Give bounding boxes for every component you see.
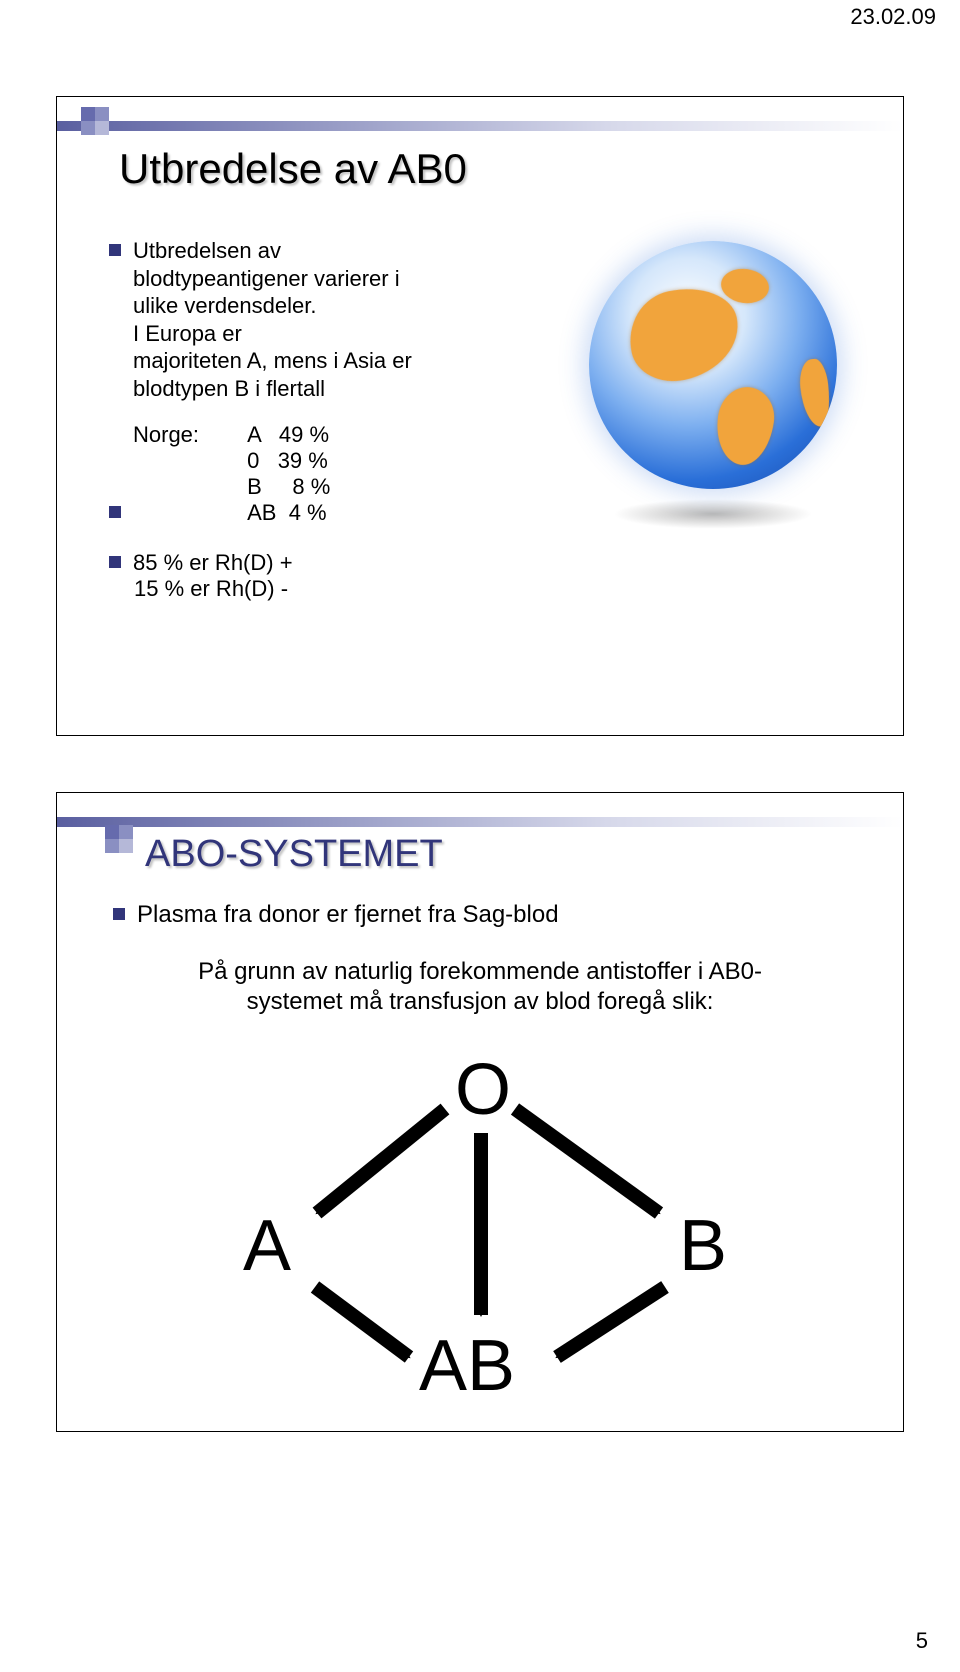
slide-title: ABO-SYSTEMET: [145, 833, 443, 876]
header-gradient: [57, 121, 903, 131]
norway-label: Norge:: [133, 422, 241, 448]
globe-shadow: [613, 499, 813, 529]
slide-title: Utbredelse av AB0: [119, 145, 467, 193]
bullet-icon: [109, 556, 121, 568]
value-row: 0 39 %: [247, 448, 330, 474]
diagram-arrows: [57, 1053, 905, 1413]
paragraph: På grunn av naturlig forekommende antist…: [57, 957, 903, 1017]
text-line: 15 % er Rh(D) -: [134, 576, 288, 601]
globe-icon: [589, 241, 837, 489]
bullet-block-3: 85 % er Rh(D) + 15 % er Rh(D) -: [109, 550, 873, 602]
text-line: Plasma fra donor er fjernet fra Sag-blod: [137, 901, 559, 928]
text-line: 85 % er Rh(D) +: [133, 550, 293, 575]
slide-header: Utbredelse av AB0: [57, 97, 903, 225]
text-line: Utbredelsen av: [133, 238, 281, 263]
bullet-block-1: Utbredelsen av blodtypeantigener variere…: [109, 237, 529, 402]
blood-type-values: A 49 % 0 39 % B 8 % AB 4 %: [247, 422, 330, 526]
header-gradient: [57, 817, 903, 827]
header-corner-icon: [105, 825, 133, 853]
slide-body: Utbredelsen av blodtypeantigener variere…: [109, 237, 873, 715]
header-date: 23.02.09: [850, 4, 936, 30]
text-line: blodtypen B i flertall: [133, 376, 325, 401]
slide-1: Utbredelse av AB0 Utbredelsen av blodtyp…: [56, 96, 904, 736]
text-line: ulike verdensdeler.: [133, 293, 316, 318]
bullet-icon: [109, 506, 121, 518]
header-corner-icon: [81, 107, 109, 135]
text-line: På grunn av naturlig forekommende antist…: [57, 957, 903, 987]
abo-diagram: O A B AB: [57, 1053, 903, 1413]
value-row: AB 4 %: [247, 500, 330, 526]
value-row: B 8 %: [247, 474, 330, 500]
page-number: 5: [916, 1628, 928, 1654]
bullet-icon: [113, 908, 125, 920]
globe-graphic: [589, 241, 837, 529]
text-line: systemet må transfusjon av blod foregå s…: [57, 987, 903, 1017]
bullet-icon: [109, 244, 121, 256]
value-row: A 49 %: [247, 422, 330, 448]
page: 23.02.09 Utbredelse av AB0 Utbredelsen a…: [0, 0, 960, 1672]
text-line: I Europa er: [133, 321, 242, 346]
text-line: majoriteten A, mens i Asia er: [133, 348, 412, 373]
slide-2: ABO-SYSTEMET Plasma fra donor er fjernet…: [56, 792, 904, 1432]
bullet-line: Plasma fra donor er fjernet fra Sag-blod: [113, 901, 559, 929]
slide-header: ABO-SYSTEMET: [57, 793, 903, 893]
text-line: blodtypeantigener varierer i: [133, 266, 400, 291]
